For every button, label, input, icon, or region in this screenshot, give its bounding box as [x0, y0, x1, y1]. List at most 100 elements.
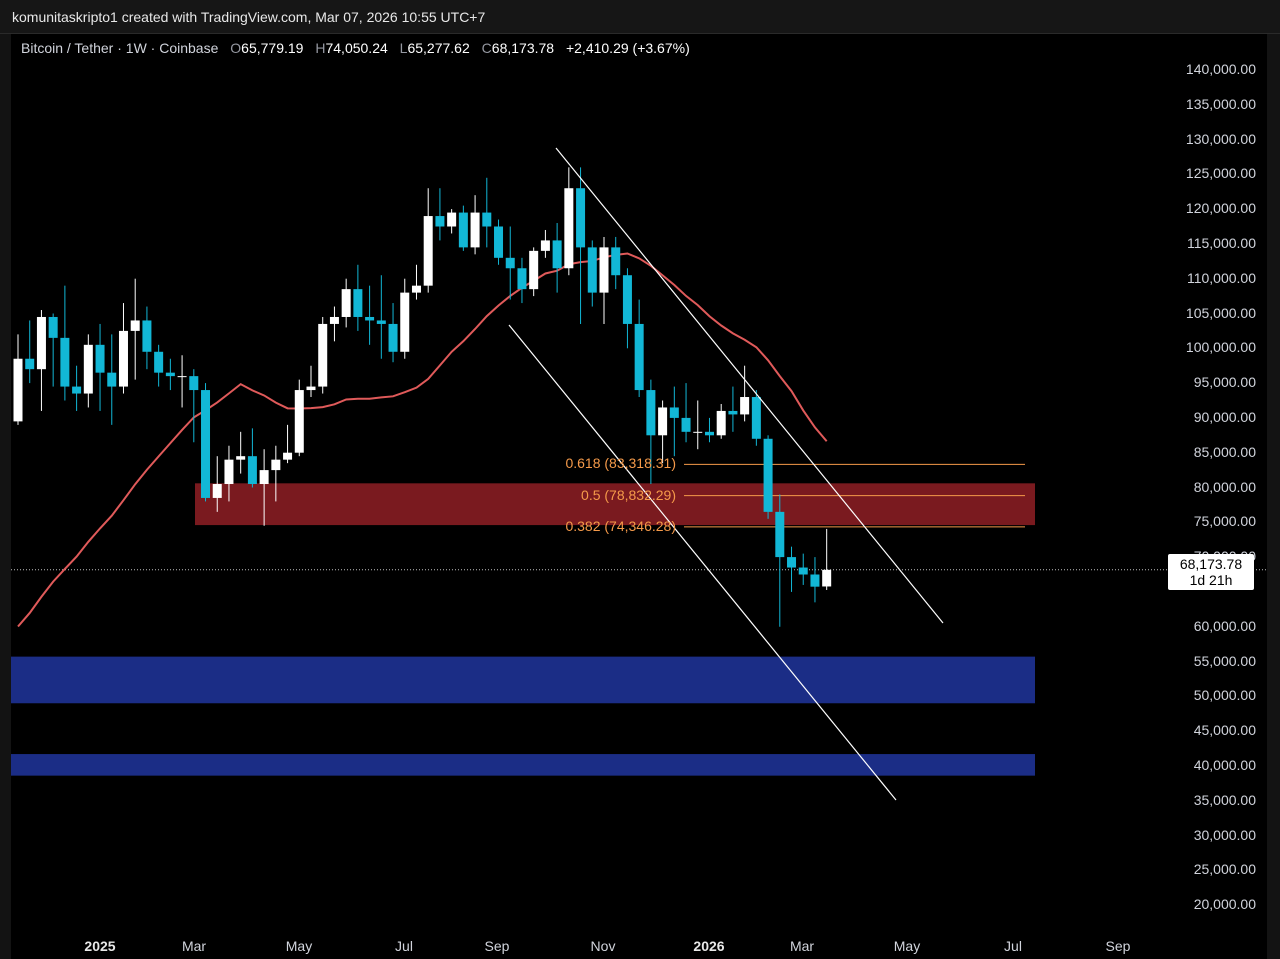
price-tick-label: 120,000.00 [1185, 200, 1256, 217]
candle-down [787, 557, 797, 568]
time-tick-label: May [893, 938, 921, 954]
candle-down [201, 390, 211, 498]
candle-down [611, 247, 621, 276]
price-tick-label: 135,000.00 [1185, 95, 1256, 112]
candle-down [505, 257, 515, 269]
candle-down [704, 431, 714, 436]
candle-up [118, 330, 128, 387]
candle-down [494, 226, 504, 258]
candle-up [341, 289, 351, 317]
candle-down [681, 417, 691, 432]
candle-up [36, 316, 46, 370]
low-key: L [399, 40, 408, 56]
candle-down [189, 376, 199, 391]
candle-up [411, 285, 421, 293]
time-tick-label: Sep [484, 938, 510, 954]
price-tick-label: 30,000.00 [1193, 826, 1256, 843]
candle-down [517, 268, 527, 290]
change-value: +2,410.29 (+3.67%) [565, 40, 690, 56]
price-tick-label: 115,000.00 [1186, 234, 1256, 251]
candle-down [587, 247, 597, 293]
candle-down [95, 344, 105, 373]
candle-up [271, 459, 281, 471]
candle-up [564, 188, 574, 269]
candle-down [763, 438, 773, 512]
candle-down [154, 351, 164, 373]
candle-up [447, 212, 457, 227]
candle-down [365, 316, 375, 321]
candle-down [353, 289, 363, 317]
high-key: H [315, 40, 326, 56]
close-value: 68,173.78 [491, 40, 555, 56]
candle-up [716, 410, 726, 436]
price-tick-label: 95,000.00 [1193, 374, 1256, 391]
price-tick-label: 40,000.00 [1193, 756, 1256, 773]
candle-down [669, 407, 679, 418]
candle-down [142, 320, 152, 352]
price-tick-label: 45,000.00 [1193, 722, 1256, 739]
candle-down [458, 212, 468, 248]
time-tick-label: 2025 [84, 938, 116, 954]
symbol-legend: Bitcoin / Tether · 1W · Coinbase O65,779… [21, 40, 690, 56]
candle-down [107, 372, 117, 387]
chart-canvas[interactable] [11, 34, 1267, 959]
time-tick-label: May [285, 938, 313, 954]
close-key: C [481, 40, 492, 56]
price-tick-label: 50,000.00 [1193, 687, 1256, 704]
candle-up [13, 358, 23, 422]
candle-down [435, 216, 445, 227]
channel-lower-line [508, 324, 897, 801]
price-tick-label: 105,000.00 [1185, 304, 1256, 321]
candle-down [775, 511, 785, 558]
candle-up [177, 376, 187, 378]
candle-up [470, 212, 480, 248]
candle-down [798, 567, 808, 575]
symbol-name[interactable]: Bitcoin / Tether · 1W · Coinbase [21, 40, 219, 56]
price-tick-label: 25,000.00 [1193, 861, 1256, 878]
open-key: O [230, 40, 242, 56]
candle-up [236, 456, 246, 460]
time-tick-label: Nov [590, 938, 616, 954]
candle-up [540, 240, 550, 251]
price-tick-label: 110,000.00 [1186, 269, 1256, 286]
candle-up [130, 320, 140, 331]
candle-down [482, 212, 492, 227]
price-tick-label: 35,000.00 [1193, 791, 1256, 808]
candle-down [622, 275, 632, 324]
candle-up [693, 431, 703, 433]
price-tick-label: 55,000.00 [1193, 652, 1256, 669]
candle-up [822, 569, 832, 587]
fib-label: 0.382 (74,346.28) [565, 517, 676, 534]
support-zone-1 [11, 656, 1035, 704]
candle-up [283, 452, 293, 460]
price-tick-label: 60,000.00 [1193, 617, 1256, 634]
candle-down [728, 410, 738, 415]
time-tick-label: Jul [395, 938, 413, 954]
price-tick-label: 130,000.00 [1185, 130, 1256, 147]
candle-up [259, 470, 269, 485]
candle-down [751, 397, 761, 439]
price-tick-label: 140,000.00 [1185, 60, 1256, 77]
candle-up [740, 397, 750, 415]
candle-up [529, 250, 539, 290]
candle-down [388, 323, 398, 352]
candle-down [810, 574, 820, 587]
high-value: 74,050.24 [325, 40, 388, 56]
candle-up [224, 459, 234, 485]
price-tick-label: 90,000.00 [1193, 408, 1256, 425]
price-tick-label: 20,000.00 [1193, 896, 1256, 913]
candle-up [212, 484, 222, 498]
last-price-value: 68,173.78 [1179, 556, 1243, 572]
candle-down [72, 386, 82, 394]
time-tick-label: 2026 [693, 938, 725, 954]
chart-pane[interactable] [11, 34, 1267, 959]
candle-down [646, 390, 656, 436]
candle-up [318, 323, 328, 387]
candle-down [48, 316, 58, 338]
price-tick-label: 125,000.00 [1185, 165, 1256, 182]
fib-label: 0.618 (83,318.31) [565, 455, 676, 472]
candle-down [60, 337, 70, 387]
candle-down [576, 188, 586, 248]
snapshot-header: komunitaskripto1 created with TradingVie… [0, 0, 1280, 34]
time-tick-label: Mar [789, 938, 815, 954]
